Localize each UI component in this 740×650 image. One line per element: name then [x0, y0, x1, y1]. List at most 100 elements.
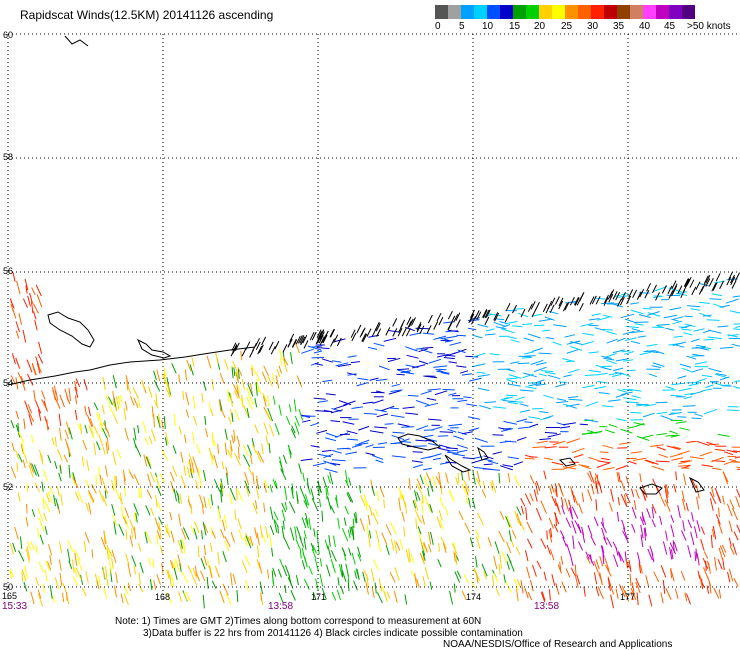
wind-barb [423, 467, 432, 471]
wind-barb [548, 589, 551, 601]
wind-barb [203, 555, 208, 566]
wind-barb [304, 518, 309, 529]
wind-barb [445, 354, 456, 357]
wind-barb [662, 541, 668, 555]
wind-barb [434, 390, 448, 396]
wind-barb [563, 403, 572, 407]
wind-barb [252, 472, 255, 485]
edge-barb [615, 291, 621, 301]
wind-barb [394, 567, 400, 581]
edge-barb [608, 293, 614, 303]
wind-barb [468, 327, 477, 331]
wind-barb [312, 462, 327, 467]
edge-barb [289, 333, 295, 343]
wind-barb [37, 527, 40, 538]
edge-barb [626, 295, 632, 305]
wind-barb [390, 522, 397, 535]
wind-barb [563, 374, 572, 378]
wind-barb [707, 576, 712, 587]
edge-barb [542, 303, 548, 313]
wind-barb [144, 437, 149, 446]
wind-barb [303, 530, 307, 539]
wind-barb [300, 487, 305, 498]
edge-barb [416, 321, 422, 331]
wind-barb [532, 564, 537, 577]
wind-barb [264, 525, 269, 538]
wind-barb [440, 339, 451, 342]
scale-swatch-6 [513, 5, 526, 19]
wind-barb [222, 583, 229, 596]
wind-barb [15, 330, 20, 339]
wind-barb [544, 371, 556, 375]
wind-barb [705, 560, 707, 571]
wind-barb [604, 352, 617, 358]
wind-barb [681, 367, 694, 373]
wind-barb [579, 423, 588, 426]
note-line-3: NOAA/NESDIS/Office of Research and Appli… [443, 639, 673, 650]
wind-barb [337, 577, 340, 586]
wind-barb [514, 396, 525, 401]
wind-barb [267, 375, 273, 387]
wind-barb [601, 355, 612, 359]
wind-barb [581, 492, 585, 503]
wind-barb [608, 423, 618, 428]
wind-barb [508, 374, 522, 379]
wind-barb [37, 589, 42, 599]
wind-barb [461, 373, 472, 376]
wind-barb [664, 489, 669, 504]
wind-barb [633, 500, 637, 510]
wind-barb [9, 543, 14, 555]
wind-barb [709, 381, 724, 387]
wind-barb [526, 566, 531, 579]
edge-barb [482, 308, 488, 318]
wind-barb [218, 508, 221, 522]
wind-barb [656, 446, 666, 451]
wind-barb [151, 405, 154, 418]
wind-barb [573, 454, 584, 458]
wind-barb [122, 516, 127, 525]
wind-barb [105, 394, 111, 404]
wind-barb [552, 440, 566, 446]
wind-barb [245, 535, 252, 549]
wind-barb [114, 486, 120, 498]
wind-barb [254, 500, 258, 510]
wind-barb [557, 564, 562, 574]
wind-barb [276, 369, 281, 378]
wind-barb [723, 459, 736, 465]
edge-barb [322, 334, 328, 344]
wind-barb [15, 424, 21, 438]
wind-barb [59, 427, 62, 441]
wind-barb [291, 483, 294, 494]
wind-barb [524, 454, 534, 458]
wind-barb [540, 370, 554, 373]
wind-barb [523, 337, 535, 342]
wind-barb [724, 451, 734, 456]
wind-barb [226, 472, 229, 485]
wind-barb [26, 541, 32, 550]
scale-label-0: 0 [435, 21, 441, 32]
wind-barb [503, 574, 506, 583]
wind-barb [322, 379, 333, 383]
wind-barb [660, 415, 673, 421]
wind-barb [540, 538, 547, 549]
edge-barb [731, 280, 737, 289]
wind-barb [53, 494, 56, 507]
wind-barb [106, 544, 113, 558]
wind-barb [9, 298, 14, 308]
wind-barb [63, 454, 69, 463]
wind-barb [96, 580, 100, 590]
wind-barb [381, 405, 395, 412]
wind-barb [21, 569, 27, 582]
wind-barb [342, 447, 352, 450]
wind-barb [548, 529, 553, 543]
wind-barb [642, 514, 647, 525]
lat-label-60: 60 [3, 30, 13, 40]
wind-barb [422, 332, 435, 335]
wind-barb [616, 471, 620, 482]
wind-barb [469, 319, 480, 322]
edge-barb [609, 289, 615, 298]
wind-barb [542, 329, 551, 332]
wind-barb [453, 551, 456, 562]
wind-barb [269, 484, 273, 493]
wind-barb [502, 399, 515, 403]
